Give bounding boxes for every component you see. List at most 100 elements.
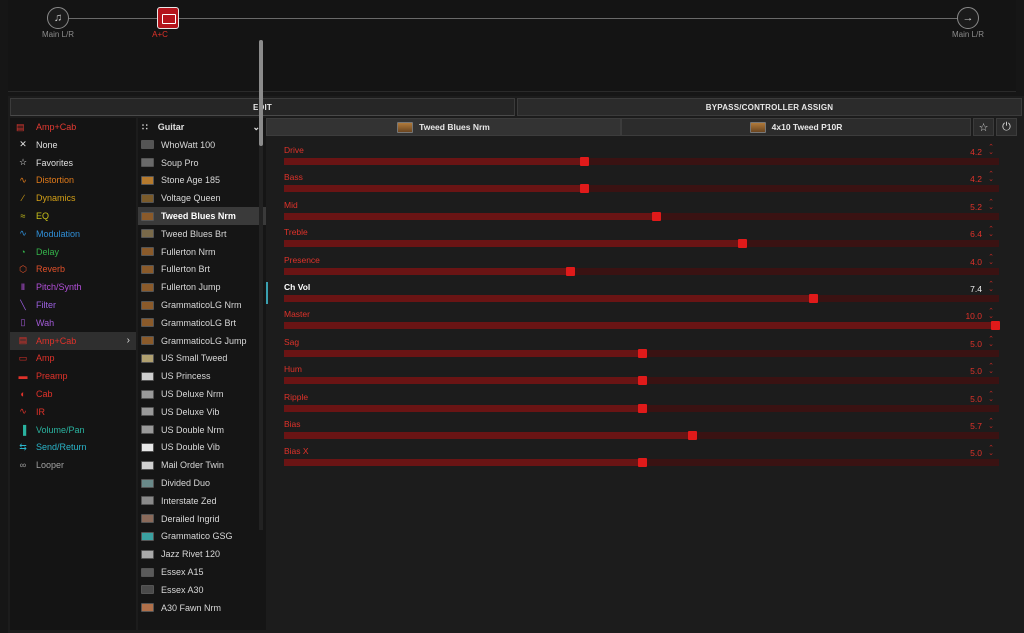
param-slider-handle[interactable] — [737, 239, 747, 249]
category-item-wah[interactable]: ▯ Wah — [10, 314, 136, 332]
model-item[interactable]: GrammaticoLG Brt — [138, 314, 266, 332]
param-ch-vol[interactable]: Ch Vol 7.4 ⌃ ⌄ — [284, 281, 1004, 309]
param-ripple[interactable]: Ripple 5.0 ⌃ ⌄ — [284, 390, 1004, 419]
param-stepper-icon[interactable]: ⌃ ⌄ — [988, 335, 994, 348]
model-item[interactable]: Mail Order Twin — [138, 456, 266, 474]
model-item[interactable]: WhoWatt 100 — [138, 136, 266, 154]
model-item[interactable]: Voltage Queen — [138, 189, 266, 207]
model-item[interactable]: Derailed Ingrid — [138, 510, 266, 528]
category-item-looper[interactable]: ∞ Looper — [10, 456, 136, 474]
model-item[interactable]: Interstate Zed — [138, 492, 266, 510]
param-sag[interactable]: Sag 5.0 ⌃ ⌄ — [284, 335, 1004, 364]
model-item[interactable]: GrammaticoLG Nrm — [138, 296, 266, 314]
model-item[interactable]: Jazz Rivet 120 — [138, 545, 266, 563]
model-item[interactable]: US Deluxe Vib — [138, 403, 266, 421]
param-slider-handle[interactable] — [637, 376, 647, 386]
subtab-amp[interactable]: Tweed Blues Nrm — [266, 118, 621, 136]
amp-cab-block[interactable] — [157, 7, 179, 29]
param-bias-x[interactable]: Bias X 5.0 ⌃ ⌄ — [284, 445, 1004, 473]
category-item-reverb[interactable]: ⬡ Reverb — [10, 261, 136, 279]
model-filter-dropdown[interactable]: ∷ Guitar ⌄ — [138, 118, 266, 136]
category-item-distortion[interactable]: ∿ Distortion — [10, 172, 136, 190]
param-slider-handle[interactable] — [637, 458, 647, 468]
param-bass[interactable]: Bass 4.2 ⌃ ⌄ — [284, 171, 1004, 199]
category-item-modulation[interactable]: ∿ Modulation — [10, 225, 136, 243]
model-item[interactable]: Stone Age 185 — [138, 172, 266, 190]
param-slider[interactable] — [284, 239, 999, 249]
category-item-ir[interactable]: ∿ IR — [10, 403, 136, 421]
model-item[interactable]: GrammaticoLG Jump — [138, 332, 266, 350]
param-stepper-icon[interactable]: ⌃ ⌄ — [988, 445, 994, 458]
param-slider[interactable] — [284, 431, 999, 440]
param-master[interactable]: Master 10.0 ⌃ ⌄ — [284, 308, 1004, 336]
param-slider-handle[interactable] — [687, 431, 697, 440]
category-item-filter[interactable]: ╲ Filter — [10, 296, 136, 314]
param-stepper-icon[interactable]: ⌃ ⌄ — [988, 226, 994, 239]
model-item[interactable]: US Deluxe Nrm — [138, 385, 266, 403]
param-bias[interactable]: Bias 5.7 ⌃ ⌄ — [284, 418, 1004, 446]
model-item[interactable]: A30 Fawn Nrm — [138, 599, 266, 617]
model-list-scrollbar[interactable] — [259, 40, 263, 530]
param-slider-handle[interactable] — [809, 294, 819, 303]
param-slider-handle[interactable] — [580, 184, 590, 194]
category-item-cab[interactable]: ◐ Cab — [10, 385, 136, 403]
param-slider[interactable] — [284, 458, 999, 468]
param-slider[interactable] — [284, 321, 1000, 331]
model-item[interactable]: US Small Tweed — [138, 350, 266, 368]
param-slider-handle[interactable] — [637, 403, 647, 413]
param-slider-handle[interactable] — [566, 266, 575, 276]
param-stepper-icon[interactable]: ⌃ ⌄ — [988, 390, 994, 403]
param-presence[interactable]: Presence 4.0 ⌃ ⌄ — [284, 253, 1004, 282]
power-button[interactable]: ⏻ — [996, 118, 1017, 136]
model-item[interactable]: US Double Vib — [138, 439, 266, 457]
model-item[interactable]: Tweed Blues Brt — [138, 225, 266, 243]
param-stepper-icon[interactable]: ⌃ ⌄ — [988, 418, 994, 430]
param-stepper-icon[interactable]: ⌃ ⌄ — [988, 281, 994, 293]
tab-bypass-controller-assign[interactable]: BYPASS/CONTROLLER ASSIGN — [517, 98, 1022, 116]
category-item-amp-cab[interactable]: ▤ Amp+Cab › — [10, 331, 136, 350]
subtab-cab[interactable]: 4x10 Tweed P10R — [621, 118, 971, 136]
category-item-none[interactable]: ✕ None — [10, 136, 136, 154]
param-stepper-icon[interactable]: ⌃ ⌄ — [988, 308, 994, 321]
category-item-eq[interactable]: ≈ EQ — [10, 207, 136, 225]
model-item[interactable]: Fullerton Brt — [138, 261, 266, 279]
param-stepper-icon[interactable]: ⌃ ⌄ — [988, 363, 994, 376]
param-mid[interactable]: Mid 5.2 ⌃ ⌄ — [284, 198, 1004, 227]
param-slider[interactable] — [284, 376, 999, 386]
param-slider[interactable] — [284, 348, 999, 358]
category-item-send-return[interactable]: ⇆ Send/Return — [10, 439, 136, 457]
model-item[interactable]: Divided Duo — [138, 474, 266, 492]
model-item[interactable]: Tweed Blues Nrm — [138, 207, 266, 225]
param-stepper-icon[interactable]: ⌃ ⌄ — [988, 144, 994, 156]
model-item[interactable]: Essex A30 — [138, 581, 266, 599]
favorite-button[interactable]: ☆ — [973, 118, 994, 136]
param-slider[interactable] — [284, 294, 999, 303]
param-stepper-icon[interactable]: ⌃ ⌄ — [988, 253, 994, 266]
param-drive[interactable]: Drive 4.2 ⌃ ⌄ — [284, 144, 1004, 172]
category-item-delay[interactable]: ◔ Delay — [10, 243, 136, 261]
model-item[interactable]: US Double Nrm — [138, 421, 266, 439]
param-slider-handle[interactable] — [580, 157, 590, 166]
category-header[interactable]: ▤ Amp+Cab — [10, 118, 136, 136]
param-slider[interactable] — [284, 403, 999, 413]
category-item-pitch-synth[interactable]: Ⅱ Pitch/Synth — [10, 278, 136, 296]
param-slider[interactable] — [284, 184, 999, 194]
param-treble[interactable]: Treble 6.4 ⌃ ⌄ — [284, 226, 1004, 254]
param-slider[interactable] — [284, 157, 999, 166]
model-item[interactable]: Fullerton Jump — [138, 278, 266, 296]
param-slider-handle[interactable] — [637, 348, 647, 358]
model-item[interactable]: Grammatico GSG — [138, 528, 266, 546]
guitar-input-icon[interactable]: ♫ — [47, 7, 69, 29]
model-item[interactable]: Essex A15 — [138, 563, 266, 581]
param-slider[interactable] — [284, 266, 999, 276]
model-item[interactable]: Soup Pro — [138, 154, 266, 172]
param-stepper-icon[interactable]: ⌃ ⌄ — [988, 198, 994, 211]
category-item-volume-pan[interactable]: ▐ Volume/Pan — [10, 421, 136, 439]
output-arrow-icon[interactable]: → — [957, 7, 979, 29]
model-item[interactable]: Fullerton Nrm — [138, 243, 266, 261]
param-slider-handle[interactable] — [991, 321, 1000, 331]
param-slider[interactable] — [284, 211, 999, 221]
model-item[interactable]: US Princess — [138, 367, 266, 385]
param-stepper-icon[interactable]: ⌃ ⌄ — [988, 171, 994, 184]
category-item-preamp[interactable]: ▬ Preamp — [10, 367, 136, 385]
